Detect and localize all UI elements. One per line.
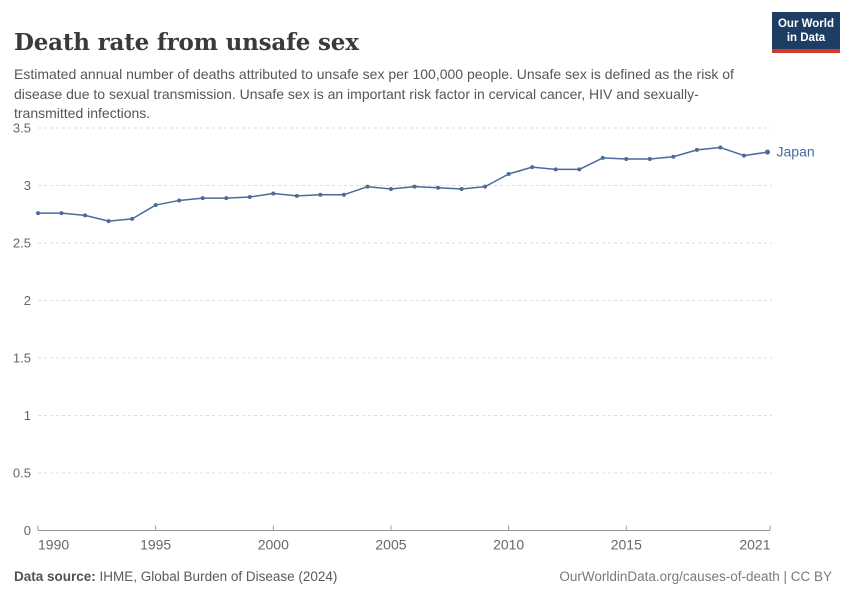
data-point[interactable] <box>365 184 370 189</box>
data-point[interactable] <box>271 191 276 196</box>
data-point[interactable] <box>388 186 393 191</box>
y-tick-label: 0.5 <box>13 466 31 481</box>
data-point[interactable] <box>459 186 464 191</box>
data-point[interactable] <box>36 211 40 216</box>
y-tick-label: 3 <box>24 178 31 193</box>
data-point[interactable] <box>412 184 417 189</box>
data-source-label: Data source: <box>14 569 96 584</box>
credit-link[interactable]: OurWorldinData.org/causes-of-death | CC … <box>559 569 832 584</box>
data-source-text: IHME, Global Burden of Disease (2024) <box>95 569 338 584</box>
series-line[interactable] <box>37 146 769 222</box>
y-tick-label: 1.5 <box>13 351 31 366</box>
x-tick-label: 2005 <box>375 537 406 553</box>
chart-subtitle: Estimated annual number of deaths attrib… <box>14 66 734 121</box>
y-tick-label: 0 <box>24 523 31 538</box>
y-tick-label: 3.5 <box>13 121 31 136</box>
series-end-label[interactable]: Japan <box>777 144 815 160</box>
data-point[interactable] <box>436 185 441 190</box>
data-point[interactable] <box>765 149 770 155</box>
data-point[interactable] <box>318 192 323 197</box>
data-point[interactable] <box>624 157 629 162</box>
data-point[interactable] <box>247 195 252 199</box>
x-tick-label: 2015 <box>611 537 642 553</box>
owid-logo-line1: Our World <box>777 17 834 30</box>
y-tick-label: 1 <box>24 408 31 423</box>
page-title: Death rate from unsafe sex <box>14 29 359 57</box>
data-point[interactable] <box>177 198 182 203</box>
data-point[interactable] <box>153 203 158 208</box>
data-point[interactable] <box>553 167 558 172</box>
data-source-note: Data source: IHME, Global Burden of Dise… <box>14 569 337 584</box>
data-point[interactable] <box>647 157 652 162</box>
data-point[interactable] <box>671 154 676 159</box>
data-point[interactable] <box>106 219 111 224</box>
data-point[interactable] <box>600 155 605 160</box>
data-point[interactable] <box>83 213 88 218</box>
y-tick-label: 2 <box>24 293 31 308</box>
data-point[interactable] <box>506 172 511 176</box>
y-tick-label: 2.5 <box>13 236 31 251</box>
data-point[interactable] <box>224 196 229 201</box>
x-tick-label: 1990 <box>38 537 69 553</box>
x-tick-label: 2021 <box>739 537 770 553</box>
data-point[interactable] <box>59 211 64 216</box>
data-point[interactable] <box>483 184 488 189</box>
data-point[interactable] <box>200 196 205 201</box>
x-tick-label: 2010 <box>493 537 524 553</box>
data-point[interactable] <box>577 167 582 172</box>
owid-logo-line2: in Data <box>786 31 826 44</box>
data-point[interactable] <box>718 145 723 150</box>
data-point[interactable] <box>741 153 746 158</box>
data-point[interactable] <box>130 216 135 221</box>
x-tick-label: 2000 <box>258 537 289 553</box>
x-tick-label: 1995 <box>140 537 171 553</box>
data-point[interactable] <box>294 193 299 198</box>
data-point[interactable] <box>694 147 699 152</box>
data-point[interactable] <box>341 192 346 197</box>
owid-logo[interactable]: Our World in Data <box>772 12 840 53</box>
data-point[interactable] <box>530 165 535 170</box>
